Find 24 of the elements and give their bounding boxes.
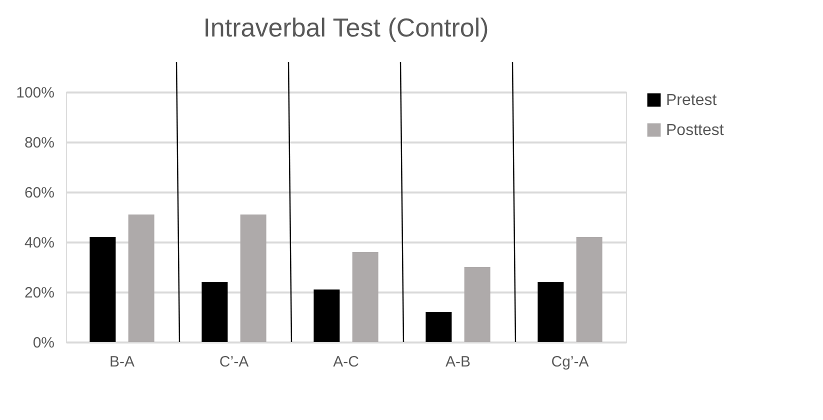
y-tick-label: 40% [24,234,54,252]
y-tick-label: 20% [24,284,54,302]
y-tick-label: 60% [24,184,54,202]
bar [202,282,228,342]
y-tick-label: 0% [32,334,54,352]
bar [576,237,602,342]
x-tick-label: B-A [109,354,135,370]
legend-label: Posttest [666,122,724,139]
y-tick-label: 80% [24,134,54,152]
bar [352,252,378,342]
x-tick-label: C’-A [219,354,249,370]
bar [426,312,452,342]
x-tick-label: A-B [445,354,471,370]
chart-title: Intraverbal Test (Control) [203,12,489,42]
bar [464,267,490,342]
bar [538,282,564,342]
x-tick-label: Cg’-A [551,354,589,370]
bar [314,290,340,342]
bar [240,214,266,342]
x-tick-label: A-C [333,354,360,370]
bar [128,214,154,342]
y-tick-label: 100% [16,84,54,102]
legend-label: Pretest [666,92,718,109]
bar [90,237,116,342]
